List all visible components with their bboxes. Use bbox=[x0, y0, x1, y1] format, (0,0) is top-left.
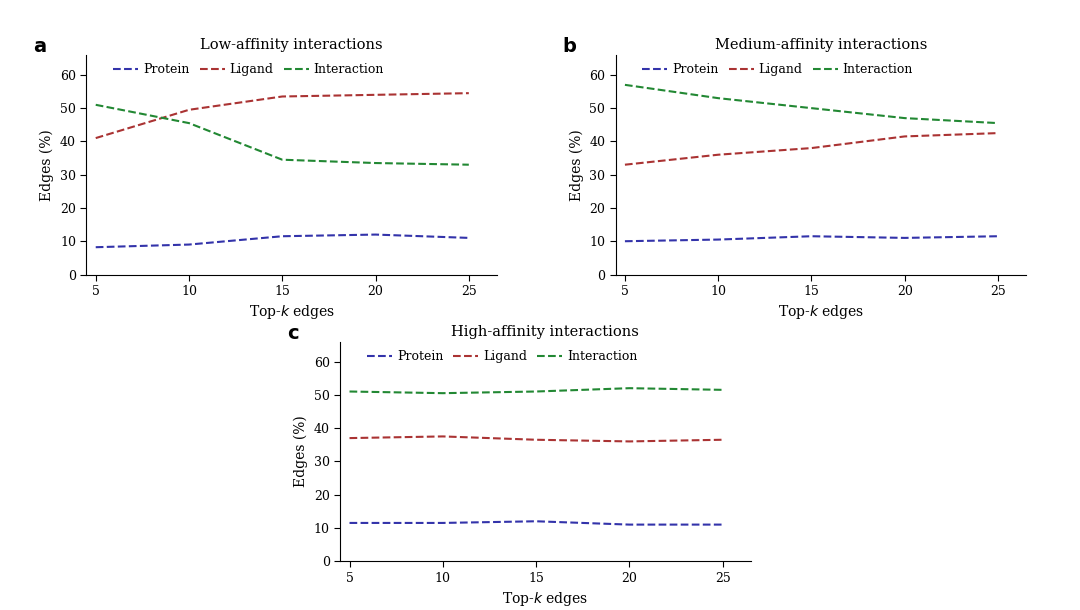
X-axis label: Top-$k$ edges: Top-$k$ edges bbox=[502, 590, 589, 608]
Ligand bbox=[369, 91, 382, 98]
Protein bbox=[619, 237, 632, 245]
Ligand bbox=[183, 106, 195, 113]
Interaction bbox=[343, 388, 356, 395]
Text: c: c bbox=[287, 324, 298, 343]
Title: High-affinity interactions: High-affinity interactions bbox=[451, 325, 639, 339]
Ligand bbox=[619, 161, 632, 168]
X-axis label: Top-$k$ edges: Top-$k$ edges bbox=[778, 303, 864, 321]
X-axis label: Top-$k$ edges: Top-$k$ edges bbox=[248, 303, 335, 321]
Ligand bbox=[716, 436, 729, 443]
Y-axis label: Edges (%): Edges (%) bbox=[294, 415, 308, 487]
Legend: Protein, Ligand, Interaction: Protein, Ligand, Interaction bbox=[113, 63, 383, 76]
Interaction bbox=[712, 95, 725, 102]
Ligand bbox=[90, 134, 103, 142]
Interaction bbox=[369, 159, 382, 167]
Y-axis label: Edges (%): Edges (%) bbox=[569, 129, 583, 201]
Interaction bbox=[529, 388, 542, 395]
Legend: Protein, Ligand, Interaction: Protein, Ligand, Interaction bbox=[367, 350, 637, 363]
Ligand bbox=[899, 133, 912, 140]
Protein bbox=[343, 519, 356, 526]
Interaction bbox=[436, 390, 449, 397]
Protein bbox=[183, 241, 195, 248]
Protein bbox=[275, 232, 288, 240]
Text: a: a bbox=[33, 37, 46, 56]
Protein bbox=[436, 519, 449, 526]
Legend: Protein, Ligand, Interaction: Protein, Ligand, Interaction bbox=[643, 63, 913, 76]
Ligand bbox=[712, 151, 725, 159]
Title: Medium-affinity interactions: Medium-affinity interactions bbox=[715, 38, 927, 52]
Line: Protein: Protein bbox=[625, 236, 998, 241]
Interaction bbox=[805, 104, 818, 112]
Protein bbox=[991, 232, 1004, 240]
Interaction bbox=[275, 156, 288, 163]
Ligand bbox=[805, 145, 818, 152]
Line: Interaction: Interaction bbox=[625, 85, 998, 123]
Protein bbox=[462, 234, 475, 242]
Line: Ligand: Ligand bbox=[350, 436, 723, 442]
Line: Ligand: Ligand bbox=[96, 93, 469, 138]
Ligand bbox=[623, 438, 636, 445]
Ligand bbox=[343, 434, 356, 442]
Interaction bbox=[619, 81, 632, 88]
Interaction bbox=[90, 101, 103, 109]
Y-axis label: Edges (%): Edges (%) bbox=[40, 129, 54, 201]
Ligand bbox=[529, 436, 542, 443]
Interaction bbox=[623, 384, 636, 392]
Ligand bbox=[275, 93, 288, 100]
Protein bbox=[899, 234, 912, 242]
Text: b: b bbox=[563, 37, 576, 56]
Interaction bbox=[991, 120, 1004, 127]
Protein bbox=[716, 521, 729, 528]
Line: Interaction: Interaction bbox=[350, 388, 723, 393]
Line: Protein: Protein bbox=[96, 235, 469, 247]
Ligand bbox=[991, 129, 1004, 137]
Interaction bbox=[462, 161, 475, 168]
Interaction bbox=[899, 115, 912, 122]
Protein bbox=[805, 232, 818, 240]
Protein bbox=[529, 518, 542, 525]
Title: Low-affinity interactions: Low-affinity interactions bbox=[200, 38, 383, 52]
Interaction bbox=[716, 386, 729, 393]
Line: Ligand: Ligand bbox=[625, 133, 998, 165]
Ligand bbox=[462, 90, 475, 97]
Protein bbox=[623, 521, 636, 528]
Line: Protein: Protein bbox=[350, 522, 723, 525]
Protein bbox=[369, 231, 382, 239]
Line: Interaction: Interaction bbox=[96, 105, 469, 165]
Interaction bbox=[183, 120, 195, 127]
Protein bbox=[90, 243, 103, 251]
Ligand bbox=[436, 432, 449, 440]
Protein bbox=[712, 236, 725, 243]
